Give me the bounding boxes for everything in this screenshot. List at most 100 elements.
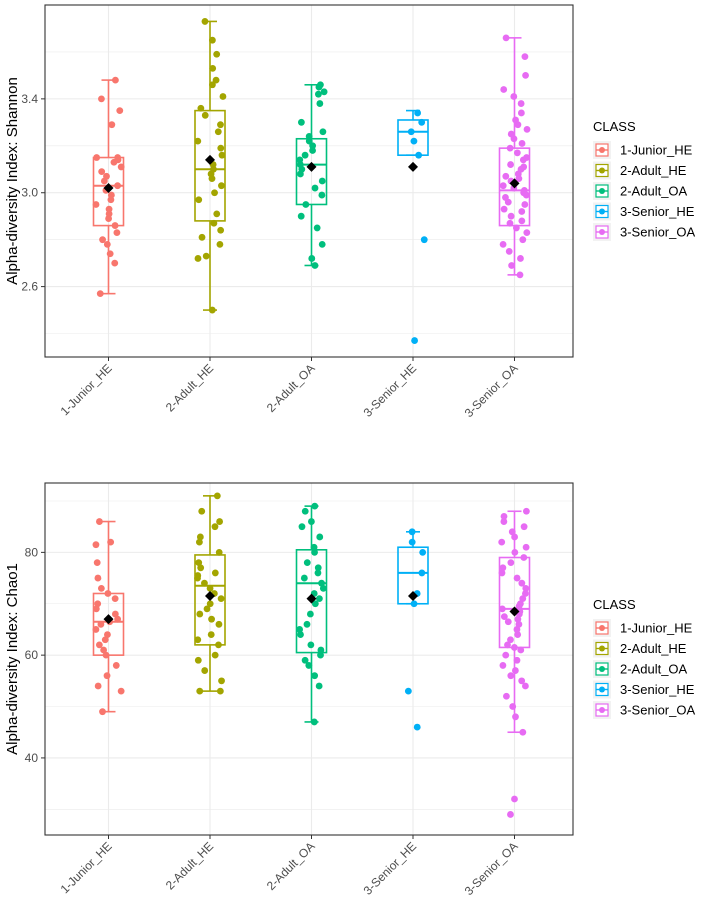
data-point xyxy=(522,590,529,597)
data-point xyxy=(318,177,326,185)
data-point xyxy=(507,130,515,138)
data-point xyxy=(99,708,106,716)
data-point xyxy=(111,222,119,229)
legend-item: 2-Adult_OA xyxy=(593,660,688,678)
data-point xyxy=(511,795,518,803)
box-group-2-Adult_OA xyxy=(295,81,328,269)
y-tick-label: 40 xyxy=(25,751,39,765)
data-point xyxy=(197,564,205,572)
data-point xyxy=(216,240,224,248)
data-point xyxy=(97,584,105,592)
legend-key-point xyxy=(599,147,605,153)
box-group-3-Senior_OA xyxy=(498,34,531,279)
data-point xyxy=(116,107,124,114)
data-point xyxy=(311,184,319,192)
data-point xyxy=(499,240,507,248)
chao1-chart: 40 60 80 1-Junior_HE 2-Adult_HE 2-Adult_OA 3-… xyxy=(4,482,695,898)
data-point xyxy=(197,104,205,112)
data-point xyxy=(309,147,316,154)
legend-label: 3-Senior_OA xyxy=(620,703,695,718)
data-point xyxy=(296,626,304,633)
data-point xyxy=(500,205,508,213)
data-point xyxy=(194,572,202,579)
data-point xyxy=(104,590,112,597)
data-point xyxy=(300,574,308,582)
data-point xyxy=(114,182,121,190)
data-point xyxy=(513,656,521,664)
data-point xyxy=(410,137,418,145)
data-point xyxy=(521,53,529,61)
y-tick-label: 3.0 xyxy=(21,186,38,200)
legend-label: 3-Senior_HE xyxy=(620,204,695,219)
panel-border xyxy=(44,4,574,358)
y-tick-label: 80 xyxy=(25,545,39,559)
data-point xyxy=(407,128,415,136)
data-point xyxy=(215,548,223,556)
data-point xyxy=(518,217,526,225)
mean-marker xyxy=(205,154,215,165)
legend-label: 3-Senior_OA xyxy=(620,225,695,240)
data-point xyxy=(500,513,508,520)
data-point xyxy=(211,523,219,531)
data-point xyxy=(207,631,215,638)
data-point xyxy=(505,248,513,255)
data-point xyxy=(506,144,514,152)
data-point xyxy=(514,631,522,638)
data-point xyxy=(498,569,506,577)
legend-item: 1-Junior_HE xyxy=(593,619,693,637)
data-point xyxy=(415,151,423,159)
data-point xyxy=(507,559,515,567)
data-point xyxy=(217,144,225,152)
mean-marker xyxy=(509,606,520,617)
data-point xyxy=(313,224,321,232)
data-point xyxy=(297,118,305,126)
x-tick-label: 2-Adult_HE xyxy=(163,839,216,892)
y-tick-label: 60 xyxy=(25,648,39,662)
legend-key-point xyxy=(599,208,605,215)
legend-item: 2-Adult_OA xyxy=(593,182,688,200)
data-point xyxy=(99,236,106,244)
data-point xyxy=(522,682,529,690)
data-point xyxy=(311,600,319,608)
data-point xyxy=(211,569,219,577)
legend-label: 2-Adult_HE xyxy=(620,641,687,656)
box-group-2-Adult_OA xyxy=(295,502,328,726)
data-point xyxy=(195,559,203,567)
data-point xyxy=(196,610,204,618)
legend-item: 3-Senior_HE xyxy=(593,202,695,221)
box xyxy=(194,554,226,646)
data-point xyxy=(94,682,102,690)
data-point xyxy=(306,610,314,618)
data-point xyxy=(215,620,223,628)
data-point xyxy=(203,605,211,613)
data-point xyxy=(507,636,514,644)
data-point xyxy=(117,687,125,695)
data-point xyxy=(513,626,521,633)
data-point xyxy=(506,219,514,227)
legend-item: 1-Junior_HE xyxy=(593,141,693,159)
legend-key-point xyxy=(599,229,605,235)
data-point xyxy=(219,93,227,100)
data-point xyxy=(103,240,111,248)
data-point xyxy=(520,554,528,561)
legend-key-point xyxy=(599,666,605,672)
data-point xyxy=(500,86,508,93)
mean-marker xyxy=(306,161,317,172)
data-point xyxy=(303,559,311,567)
x-tick-label: 2-Adult_OA xyxy=(264,361,318,415)
data-point xyxy=(512,116,519,124)
data-point xyxy=(511,548,519,556)
data-point xyxy=(507,672,515,680)
data-point xyxy=(215,641,222,649)
legend-label: 1-Junior_HE xyxy=(620,143,693,158)
legend-key-point xyxy=(599,645,605,652)
data-point xyxy=(297,212,305,220)
data-point xyxy=(418,118,426,126)
data-point xyxy=(518,140,526,147)
box xyxy=(295,549,328,654)
data-point xyxy=(510,93,518,100)
data-point xyxy=(94,574,102,582)
data-point xyxy=(310,543,318,551)
data-point xyxy=(208,615,215,623)
data-point xyxy=(511,667,519,674)
